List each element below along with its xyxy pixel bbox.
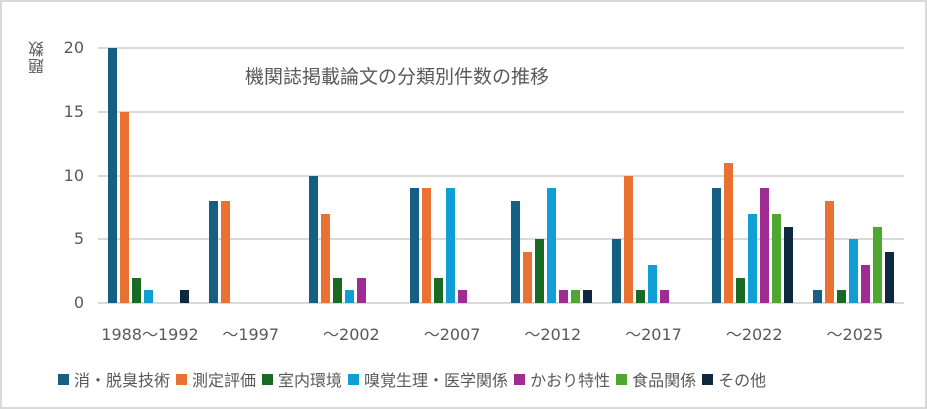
legend-label: 嗅覚生理・医学関係	[364, 371, 509, 390]
legend-item: 測定評価	[176, 367, 256, 391]
bar	[836, 290, 846, 303]
legend-swatch-icon	[702, 373, 714, 385]
bar	[872, 226, 882, 303]
bar	[623, 175, 633, 303]
gridline-10	[98, 174, 904, 177]
legend-label: 消・脱臭技術	[74, 371, 171, 390]
y-tick-label: 5	[73, 229, 84, 249]
gridline-0	[98, 302, 904, 304]
gridline-20	[98, 47, 904, 49]
legend-item: 嗅覚生理・医学関係	[348, 367, 508, 391]
bar	[357, 277, 367, 303]
y-axis-title: 題数	[28, 40, 47, 74]
bar	[582, 290, 592, 303]
bar	[180, 290, 189, 303]
x-tick-label: ～2017	[625, 325, 682, 344]
legend-label: かおり特性	[530, 371, 611, 390]
bar	[333, 277, 343, 303]
x-tick-label: 1988～1992	[101, 325, 199, 344]
legend-item: 食品関係	[616, 367, 696, 391]
chart-title: 機関誌掲載論文の分類別件数の推移	[245, 66, 550, 88]
bar	[446, 188, 456, 303]
bar	[647, 264, 657, 303]
gridline-15	[98, 110, 904, 113]
bar	[760, 188, 770, 303]
bar	[309, 175, 319, 303]
bar	[812, 290, 822, 303]
bar	[712, 188, 722, 303]
x-tick-label: ～2012	[524, 325, 582, 344]
bar	[510, 201, 520, 303]
bar	[772, 213, 782, 303]
bar	[422, 188, 432, 303]
bar	[108, 48, 117, 303]
legend-item: 室内環境	[262, 367, 342, 391]
y-tick-label: 20	[63, 38, 84, 57]
bar	[132, 277, 141, 303]
legend-swatch-icon	[348, 373, 360, 385]
legend: 消・脱臭技術 測定評価 室内環境 嗅覚生理・医学関係 かおり特性 食品関係 その他	[58, 367, 772, 391]
bar	[884, 252, 894, 303]
bar	[635, 290, 645, 303]
legend-item: かおり特性	[514, 367, 610, 391]
x-tick-label: ～1997	[222, 325, 280, 344]
legend-swatch-icon	[58, 373, 69, 385]
bar	[824, 201, 834, 303]
y-tick-label: 0	[73, 293, 84, 312]
y-tick-label: 10	[63, 165, 84, 185]
bar	[321, 213, 331, 303]
bar	[220, 201, 230, 303]
bar	[748, 213, 758, 303]
bar	[534, 239, 544, 303]
bar	[860, 264, 870, 303]
legend-label: 食品関係	[632, 371, 697, 390]
x-tick-label: ～2025	[826, 325, 884, 344]
legend-label: その他	[718, 371, 767, 390]
bar	[522, 252, 532, 303]
x-tick-label: ～2002	[323, 325, 380, 344]
x-tick-label: ～2007	[423, 325, 481, 344]
bar	[611, 239, 621, 303]
bar	[345, 290, 355, 303]
bar	[659, 290, 669, 303]
bar	[736, 277, 746, 303]
gridline-5	[98, 238, 904, 241]
bar	[208, 201, 218, 303]
legend-label: 測定評価	[192, 371, 257, 390]
legend-swatch-icon	[616, 373, 628, 385]
legend-item: 消・脱臭技術	[58, 367, 170, 391]
bar	[144, 290, 153, 303]
x-tick-label: ～2022	[725, 325, 783, 344]
y-tick-label: 15	[63, 101, 84, 121]
legend-swatch-icon	[262, 373, 274, 385]
bar	[558, 290, 568, 303]
bar	[784, 226, 794, 303]
legend-item: その他	[702, 367, 766, 391]
legend-swatch-icon	[176, 373, 188, 385]
bar	[120, 111, 129, 303]
legend-swatch-icon	[514, 373, 526, 385]
bar	[410, 188, 420, 303]
bar	[458, 290, 468, 303]
bar	[434, 277, 444, 303]
bar	[546, 188, 556, 303]
bar	[570, 290, 580, 303]
bar	[724, 162, 734, 303]
legend-label: 室内環境	[278, 371, 343, 390]
bar	[848, 239, 858, 303]
